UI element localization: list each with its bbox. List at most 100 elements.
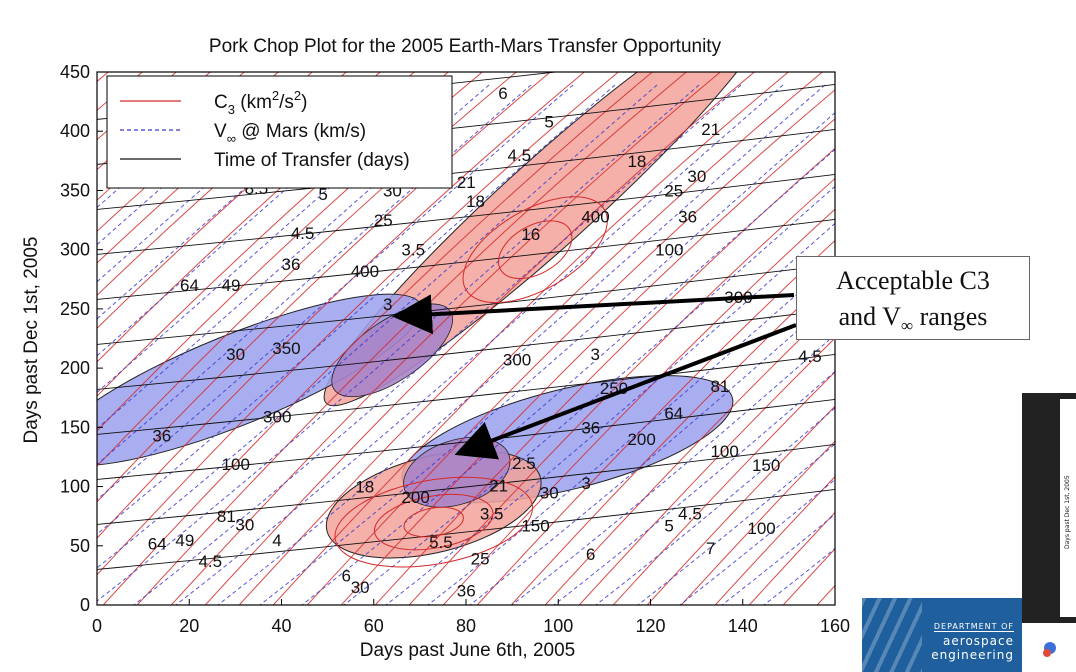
- contour-label: 64: [180, 276, 199, 295]
- c3-ring: [462, 196, 608, 304]
- c3-contour: [272, 72, 824, 605]
- thumbnail-ylabel: Days past Dec 1st, 2005: [1064, 475, 1071, 549]
- tof-contour: [97, 308, 835, 390]
- c3-contour: [97, 72, 552, 503]
- y-tick-label: 350: [60, 180, 90, 200]
- contour-label: 6: [498, 84, 507, 103]
- legend-tof: Time of Transfer (days): [214, 150, 410, 171]
- contour-label: 150: [752, 456, 780, 475]
- c3-contour: [714, 475, 835, 605]
- contour-label: 300: [503, 351, 531, 370]
- contour-label: 100: [747, 519, 775, 538]
- y-tick-label: 50: [70, 536, 90, 556]
- arrow-upper: [392, 293, 795, 335]
- logo-dept: DEPARTMENT OF: [933, 622, 1014, 632]
- logo-line2: engineering: [931, 648, 1014, 662]
- vinf-contour: [637, 443, 835, 605]
- x-tick-label: 140: [728, 616, 758, 636]
- contour-label: 30: [226, 345, 245, 364]
- c3-contour: [578, 337, 835, 605]
- callout-line2: and V∞ ranges: [838, 302, 988, 336]
- contour-label: 30: [351, 578, 370, 597]
- contour-label: 64: [148, 534, 167, 553]
- x-tick-label: 0: [92, 616, 102, 636]
- x-tick-label: 100: [543, 616, 573, 636]
- contour-label: 30: [235, 515, 254, 534]
- contour-label: 6: [341, 566, 350, 585]
- contour-label: 6: [586, 545, 595, 564]
- callout-line1: Acceptable C3: [836, 266, 990, 295]
- tof-contour: [97, 489, 835, 570]
- x-tick-label: 120: [635, 616, 665, 636]
- contour-label: 36: [581, 418, 600, 437]
- contour-label: 150: [521, 517, 549, 536]
- c3-contour: [510, 271, 835, 605]
- contour-label: 21: [489, 476, 508, 495]
- contour-label: 4.5: [678, 505, 702, 524]
- contour-label: 7: [706, 539, 715, 558]
- c3-contour: [680, 440, 835, 605]
- y-tick-label: 250: [60, 299, 90, 319]
- c3-contour: [442, 208, 835, 605]
- legend: C3 (km2/s2) V∞ @ Mars (km/s) Time of Tra…: [106, 75, 453, 189]
- x-tick-label: 60: [364, 616, 384, 636]
- c3-contour: [612, 371, 835, 605]
- tof-contour: [97, 128, 835, 210]
- contour-label: 25: [374, 211, 393, 230]
- c3-contour: [170, 72, 722, 605]
- contour-label: 100: [655, 241, 683, 260]
- vinf-contour: [259, 112, 835, 605]
- x-tick-label: 40: [271, 616, 291, 636]
- tof-contour: [97, 353, 835, 435]
- c3-contour: [408, 177, 835, 605]
- app-icon[interactable]: [1040, 640, 1060, 660]
- tof-contour: [97, 263, 835, 345]
- contour-label: 21: [701, 120, 720, 139]
- contour-label: 200: [401, 488, 429, 507]
- chart-title: Pork Chop Plot for the 2005 Earth-Mars T…: [208, 36, 722, 57]
- c3-contour: [748, 511, 835, 605]
- vinf-contour: [133, 84, 742, 605]
- tof-contour: [97, 218, 835, 300]
- aerospace-logo: DEPARTMENT OF aerospace engineering: [862, 598, 1022, 672]
- contour-label: 81: [710, 377, 729, 396]
- contour-label: 3.5: [480, 505, 504, 524]
- x-tick-label: 160: [820, 616, 850, 636]
- c3-ring: [334, 476, 533, 568]
- contour-label: 400: [351, 262, 379, 281]
- contour-label: 30: [687, 167, 706, 186]
- x-tick-label: 80: [456, 616, 476, 636]
- vinf-contour: [217, 84, 826, 605]
- c3-contour: [646, 405, 835, 605]
- contour-label: 25: [471, 550, 490, 569]
- contour-label: 4.5: [198, 552, 222, 571]
- c3-contour: [374, 147, 835, 605]
- y-tick-label: 150: [60, 417, 90, 437]
- contour-label: 200: [627, 430, 655, 449]
- arrow-lower: [454, 323, 797, 460]
- contour-label: 30: [540, 483, 559, 502]
- c3-contour: [204, 72, 756, 605]
- contour-label: 3: [383, 295, 392, 314]
- contour-label: 81: [217, 507, 236, 526]
- contour-label: 16: [521, 225, 540, 244]
- c3-contour: [97, 72, 518, 467]
- contour-label: 350: [272, 339, 300, 358]
- contour-label: 400: [581, 207, 609, 226]
- contour-label: 64: [664, 404, 683, 423]
- y-tick-label: 300: [60, 240, 90, 260]
- contour-label: 4.5: [291, 224, 315, 243]
- contour-label: 3: [591, 345, 600, 364]
- vinf-contour: [97, 84, 574, 501]
- c3-contour: [102, 72, 654, 605]
- contour-label: 21: [457, 173, 476, 192]
- contour-label: 18: [627, 152, 646, 171]
- x-axis-label: Days past June 6th, 2005: [359, 640, 576, 661]
- contour-label: 100: [710, 442, 738, 461]
- c3-contour: [97, 72, 586, 539]
- c3-ring: [373, 493, 494, 551]
- thumbnail-page: Days past Dec 1st, 2005: [1060, 399, 1076, 617]
- thumbnail-panel[interactable]: Days past Dec 1st, 2005: [1022, 393, 1076, 623]
